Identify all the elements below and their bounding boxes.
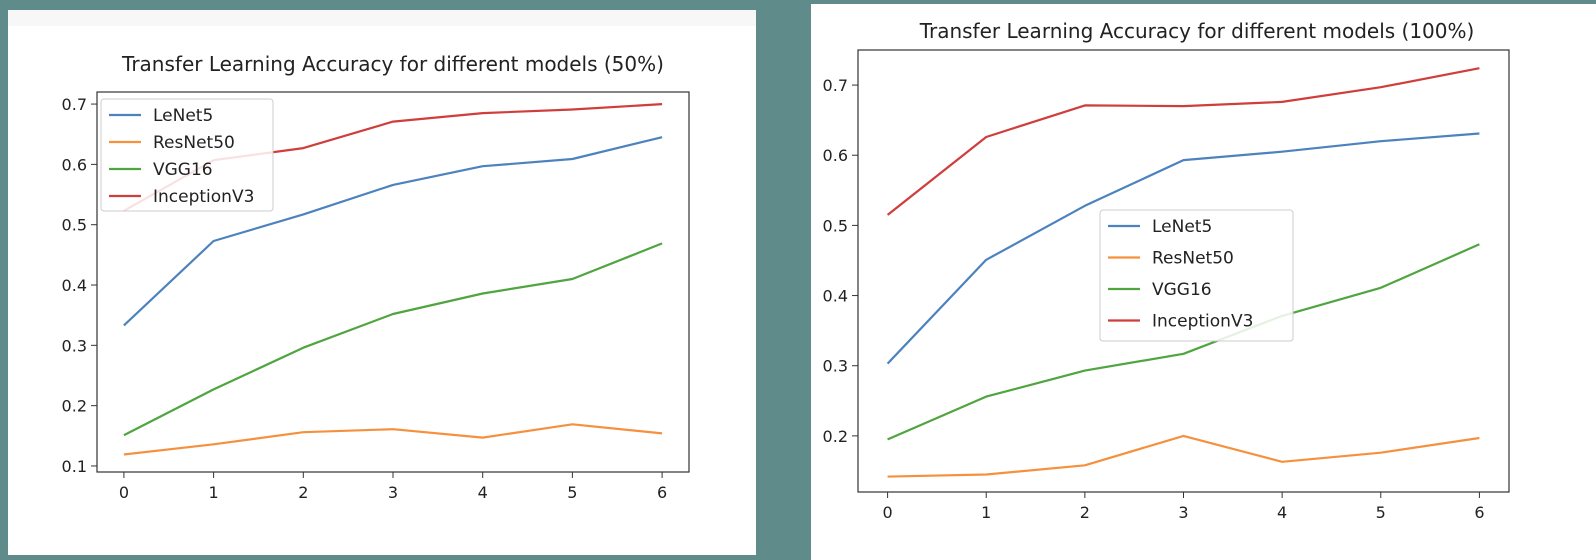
panel-top-strip — [8, 10, 756, 26]
chart-title: Transfer Learning Accuracy for different… — [919, 19, 1475, 43]
chart-panel-left: Transfer Learning Accuracy for different… — [8, 10, 756, 555]
legend-box — [100, 98, 274, 212]
y-tick-label: 0.2 — [823, 427, 848, 446]
series-line-vgg16 — [123, 242, 663, 437]
series-line-resnet50 — [123, 423, 663, 456]
x-tick-label: 1 — [981, 503, 991, 522]
legend: LeNet5 ResNet50 VGG16 InceptionV3 — [100, 98, 274, 212]
y-tick-label: 0.6 — [62, 155, 87, 174]
legend: LeNet5 ResNet50 VGG16 InceptionV3 — [1099, 209, 1294, 342]
x-tick-label: 2 — [298, 483, 308, 502]
legend-label: InceptionV3 — [1152, 312, 1253, 332]
x-tick-label: 4 — [1277, 503, 1287, 522]
series-line-lenet5 — [123, 136, 663, 327]
y-tick-label: 0.1 — [62, 457, 87, 476]
y-tick-label: 0.3 — [823, 357, 848, 376]
legend-label: VGG16 — [153, 160, 213, 180]
series-line-vgg16 — [887, 243, 1480, 441]
x-tick-label: 4 — [478, 483, 488, 502]
y-tick-label: 0.5 — [62, 216, 87, 235]
x-tick-label: 1 — [209, 483, 219, 502]
series-line-lenet5 — [886, 132, 1480, 365]
y-tick-label: 0.3 — [62, 336, 87, 355]
x-tick-label: 0 — [119, 483, 129, 502]
x-tick-label: 5 — [567, 483, 577, 502]
x-tick-label: 5 — [1376, 503, 1386, 522]
y-tick-label: 0.5 — [823, 216, 848, 235]
x-tick-label: 3 — [388, 483, 398, 502]
x-tick-label: 0 — [882, 503, 892, 522]
x-tick-label: 3 — [1178, 503, 1188, 522]
legend-label: VGG16 — [1152, 280, 1212, 300]
x-tick-label: 6 — [1474, 503, 1484, 522]
y-tick-label: 0.2 — [62, 397, 87, 416]
chart-panel-right: Transfer Learning Accuracy for different… — [811, 4, 1596, 560]
legend-label: ResNet50 — [153, 133, 235, 153]
legend-box — [1099, 209, 1294, 342]
legend-label: InceptionV3 — [153, 187, 254, 207]
legend-label: LeNet5 — [153, 106, 213, 126]
legend-label: ResNet50 — [1152, 249, 1234, 269]
y-tick-label: 0.7 — [823, 76, 848, 95]
legend-label: LeNet5 — [1152, 217, 1212, 237]
series-line-resnet50 — [887, 434, 1480, 478]
chart-100-percent: Transfer Learning Accuracy for different… — [823, 19, 1510, 522]
x-tick-label: 2 — [1080, 503, 1090, 522]
chart-50-percent: Transfer Learning Accuracy for different… — [62, 52, 690, 502]
x-tick-label: 6 — [657, 483, 667, 502]
y-tick-label: 0.4 — [823, 287, 848, 306]
series-line-inceptionv3 — [886, 67, 1480, 216]
y-tick-label: 0.4 — [62, 276, 87, 295]
y-tick-label: 0.7 — [62, 95, 87, 114]
y-tick-label: 0.6 — [823, 146, 848, 165]
chart-title: Transfer Learning Accuracy for different… — [121, 52, 664, 76]
